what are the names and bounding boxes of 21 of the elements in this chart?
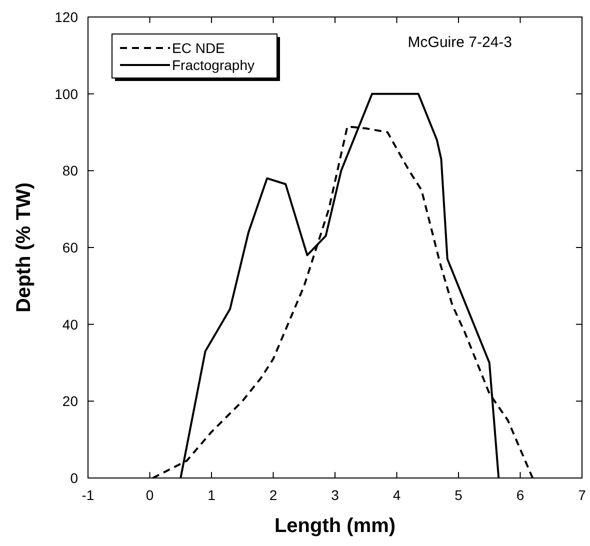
x-axis-title: Length (mm) <box>274 515 396 537</box>
x-tick-label: 3 <box>331 487 340 503</box>
x-tick-label: 1 <box>208 487 216 503</box>
annotation: McGuire 7-24-3 <box>408 34 512 51</box>
y-tick-label: 20 <box>62 393 78 410</box>
x-tick-label: -1 <box>82 487 94 503</box>
legend-label: EC NDE <box>172 40 225 56</box>
y-tick-label: 40 <box>62 316 78 332</box>
x-tick-label: 2 <box>269 487 278 503</box>
y-tick-label: 120 <box>54 9 78 25</box>
x-tick-label: 6 <box>516 487 524 503</box>
x-tick-label: 0 <box>146 487 154 503</box>
legend-label: Fractography <box>172 57 254 73</box>
x-tick-label: 4 <box>392 487 401 503</box>
y-tick-label: 0 <box>70 470 78 486</box>
y-axis-title: Depth (% TW) <box>13 182 35 312</box>
y-tick-label: 60 <box>62 240 78 256</box>
x-tick-label: 5 <box>454 487 463 503</box>
y-tick-label: 100 <box>54 86 78 102</box>
x-tick-label: 7 <box>578 487 586 503</box>
y-tick-label: 80 <box>62 162 78 179</box>
